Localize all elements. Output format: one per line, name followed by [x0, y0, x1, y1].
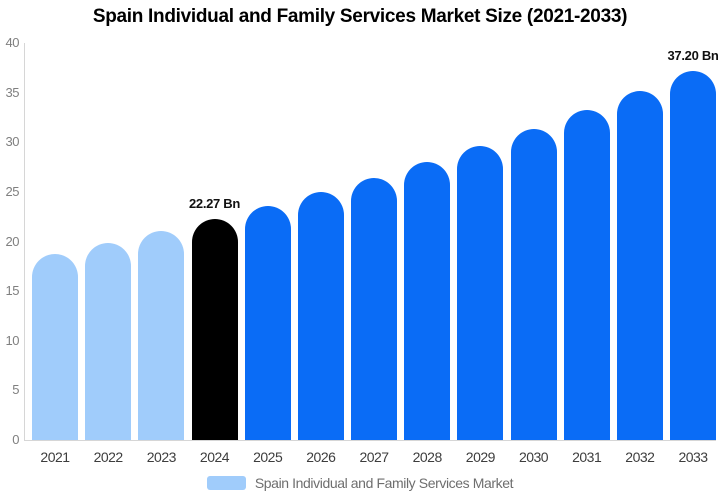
- x-axis-tick-label: 2026: [306, 449, 336, 465]
- x-axis-tick-label: 2023: [146, 449, 177, 465]
- x-axis-tick-label: 2031: [572, 449, 602, 465]
- legend-label: Spain Individual and Family Services Mar…: [254, 475, 514, 491]
- y-axis-line: [24, 43, 25, 441]
- y-axis-tick-label: 10: [5, 332, 20, 348]
- bar-2023[interactable]: [138, 231, 185, 440]
- x-axis-tick-label: 2027: [359, 449, 389, 465]
- bar-2024[interactable]: [191, 219, 238, 440]
- x-axis-tick-label: 2028: [412, 449, 443, 465]
- bar-2029[interactable]: [457, 146, 504, 440]
- bar-2027[interactable]: [351, 178, 398, 440]
- x-axis-tick-label: 2022: [93, 449, 124, 465]
- x-axis-line: [24, 440, 716, 441]
- x-axis-tick-label: 2030: [518, 449, 549, 465]
- x-axis-tick-label: 2021: [40, 449, 70, 465]
- legend[interactable]: Spain Individual and Family Services Mar…: [0, 474, 720, 492]
- y-axis-tick-label: 0: [12, 432, 19, 447]
- legend-swatch-icon: [206, 476, 246, 490]
- y-axis-tick-label: 15: [5, 283, 20, 299]
- chart-title: Spain Individual and Family Services Mar…: [92, 6, 628, 27]
- bar-2025[interactable]: [244, 206, 291, 440]
- bar-2028[interactable]: [404, 162, 451, 440]
- value-label-2033: 37.20 Bn: [667, 48, 719, 63]
- bar-2022[interactable]: [85, 243, 132, 440]
- y-axis-tick-label: 5: [12, 382, 19, 398]
- value-label-2024: 22.27 Bn: [188, 196, 241, 211]
- y-axis-tick-label: 40: [5, 35, 20, 50]
- bar-2021[interactable]: [32, 254, 78, 440]
- bar-2033[interactable]: [670, 71, 717, 440]
- y-axis-tick-label: 30: [5, 134, 20, 150]
- x-axis-tick-label: 2032: [625, 449, 655, 465]
- bar-2030[interactable]: [510, 129, 557, 440]
- x-axis-tick-label: 2025: [253, 449, 283, 465]
- bar-2031[interactable]: [563, 110, 610, 440]
- y-axis-tick-label: 35: [5, 84, 20, 100]
- x-axis-tick-label: 2033: [678, 449, 708, 465]
- bar-2026[interactable]: [297, 192, 344, 440]
- y-axis-tick-label: 20: [5, 233, 20, 249]
- bar-2032[interactable]: [616, 91, 663, 440]
- y-axis-tick-label: 25: [5, 183, 20, 199]
- x-axis-tick-label: 2024: [199, 449, 230, 465]
- x-axis-tick-label: 2029: [465, 449, 496, 465]
